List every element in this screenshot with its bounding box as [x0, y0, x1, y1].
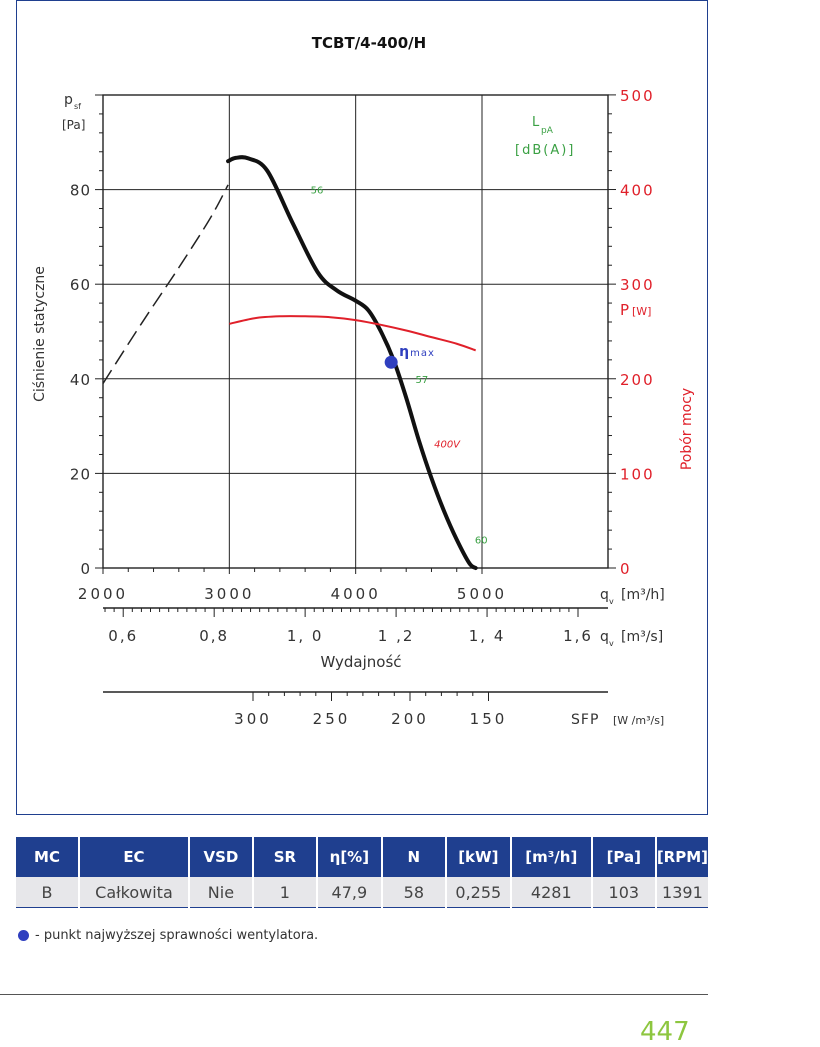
sfp-tick-label: 250: [313, 710, 351, 728]
power-curve-label: 400V: [434, 439, 461, 450]
noise-label: 60: [475, 536, 488, 547]
cell-flow: 4281: [510, 877, 593, 908]
spec-table: MC EC VSD SR η[%] N [kW] [m³/h] [Pa] [RP…: [16, 837, 708, 908]
x2-tick-label: 0,6: [108, 627, 138, 645]
cell-sr: 1: [252, 877, 318, 908]
y2-unit: [W]: [632, 305, 651, 318]
x-tick-label: 2000: [78, 585, 128, 603]
sfp-tick-label: 150: [470, 710, 508, 728]
y-tick-label: 80: [70, 182, 91, 200]
cell-pa: 103: [591, 877, 657, 908]
sfp-label: SFP: [571, 712, 599, 728]
eta-point-legend-icon: [18, 930, 29, 941]
y-tick-label: 40: [70, 371, 91, 389]
footer-rule: [0, 994, 708, 995]
pressure-curve: [226, 155, 478, 570]
x2-unit-symbol: q: [600, 629, 609, 645]
sfp-tick-label: 200: [391, 710, 429, 728]
x2-tick-label: 1,6: [563, 627, 593, 645]
x-tick-label: 3000: [204, 585, 254, 603]
cell-mc: B: [16, 877, 80, 908]
x2-tick-label: 0,8: [199, 627, 229, 645]
lpa-sub: pA: [541, 126, 554, 136]
eta-max-label: max: [410, 348, 435, 359]
x2-unit: [m³/s]: [621, 629, 663, 645]
cell-rpm: 1391: [655, 877, 708, 908]
performance-chart: TCBT/4-400/H 0 20 40 60 80 p sf [Pa] Ciśnienie st…: [32, 34, 695, 728]
sfp-tick-label: 300: [234, 710, 272, 728]
y2-tick-label: 0: [620, 560, 632, 578]
cell-eta: 47,9: [316, 877, 383, 908]
table-row: B Całkowita Nie 1 47,9 58 0,255 4281 103…: [16, 877, 708, 908]
header-mc: MC: [16, 837, 80, 877]
y2-axis-label: Pobór mocy: [679, 388, 695, 470]
header-flow: [m³/h]: [510, 837, 593, 877]
header-n: N: [381, 837, 447, 877]
y2-tick-label: 400: [620, 182, 655, 200]
eta-max-point: [384, 355, 398, 369]
x-tick-label: 4000: [331, 585, 381, 603]
y2-tick-label: 200: [620, 371, 655, 389]
x2-tick-label: 1, 0: [287, 627, 324, 645]
x2-tick-label: 1, 4: [469, 627, 506, 645]
y-unit-symbol: p: [64, 92, 73, 108]
header-vsd: VSD: [188, 837, 254, 877]
header-ec: EC: [78, 837, 190, 877]
header-eta: η[%]: [316, 837, 383, 877]
y-tick-label: 20: [70, 465, 91, 483]
x-unit-symbol: q: [600, 587, 609, 603]
chart-title: TCBT/4-400/H: [312, 34, 426, 52]
chart-frame: TCBT/4-400/H 0 20 40 60 80 p sf [Pa] Ciśnienie st…: [16, 0, 708, 815]
y-tick-label: 60: [70, 276, 91, 294]
header-sr: SR: [252, 837, 318, 877]
header-pa: [Pa]: [591, 837, 657, 877]
y-unit-sub: sf: [74, 102, 81, 111]
x2-unit-sub: v: [609, 639, 614, 648]
y-tick-label: 0: [80, 560, 91, 578]
eta-max-symbol: η: [399, 344, 409, 360]
x2-axis-label: Wydajność: [320, 653, 401, 671]
sfp-unit: [W /m³/s]: [613, 714, 664, 727]
page-number: 447: [640, 1017, 690, 1047]
y-axis-label: Ciśnienie statyczne: [32, 266, 48, 402]
y2-tick-label: 300: [620, 276, 655, 294]
spec-table-header: MC EC VSD SR η[%] N [kW] [m³/h] [Pa] [RP…: [16, 837, 708, 877]
x-unit-sub: v: [609, 597, 614, 606]
lpa-label: L: [532, 115, 540, 130]
lpa-unit: [dB(A)]: [515, 143, 575, 158]
header-rpm: [RPM]: [655, 837, 708, 877]
x-tick-label: 5000: [457, 585, 507, 603]
x-unit: [m³/h]: [621, 587, 665, 603]
legend-note: - punkt najwyższej sprawności wentylator…: [18, 928, 318, 943]
header-kw: [kW]: [445, 837, 512, 877]
y2-tick-label: 500: [620, 87, 655, 105]
power-curve-400v: [229, 315, 477, 352]
pressure-curve-extrapolated: [102, 184, 229, 384]
cell-ec: Całkowita: [78, 877, 190, 908]
noise-label: 57: [416, 375, 429, 386]
y-unit: [Pa]: [62, 118, 85, 132]
cell-kw: 0,255: [445, 877, 512, 908]
cell-vsd: Nie: [188, 877, 254, 908]
noise-label: 56: [311, 186, 324, 197]
legend-note-text: - punkt najwyższej sprawności wentylator…: [35, 928, 319, 943]
y2-tick-label: 100: [620, 465, 655, 483]
cell-n: 58: [381, 877, 447, 908]
y2-unit-symbol: P: [620, 301, 629, 319]
x2-tick-label: 1 ,2: [378, 627, 415, 645]
